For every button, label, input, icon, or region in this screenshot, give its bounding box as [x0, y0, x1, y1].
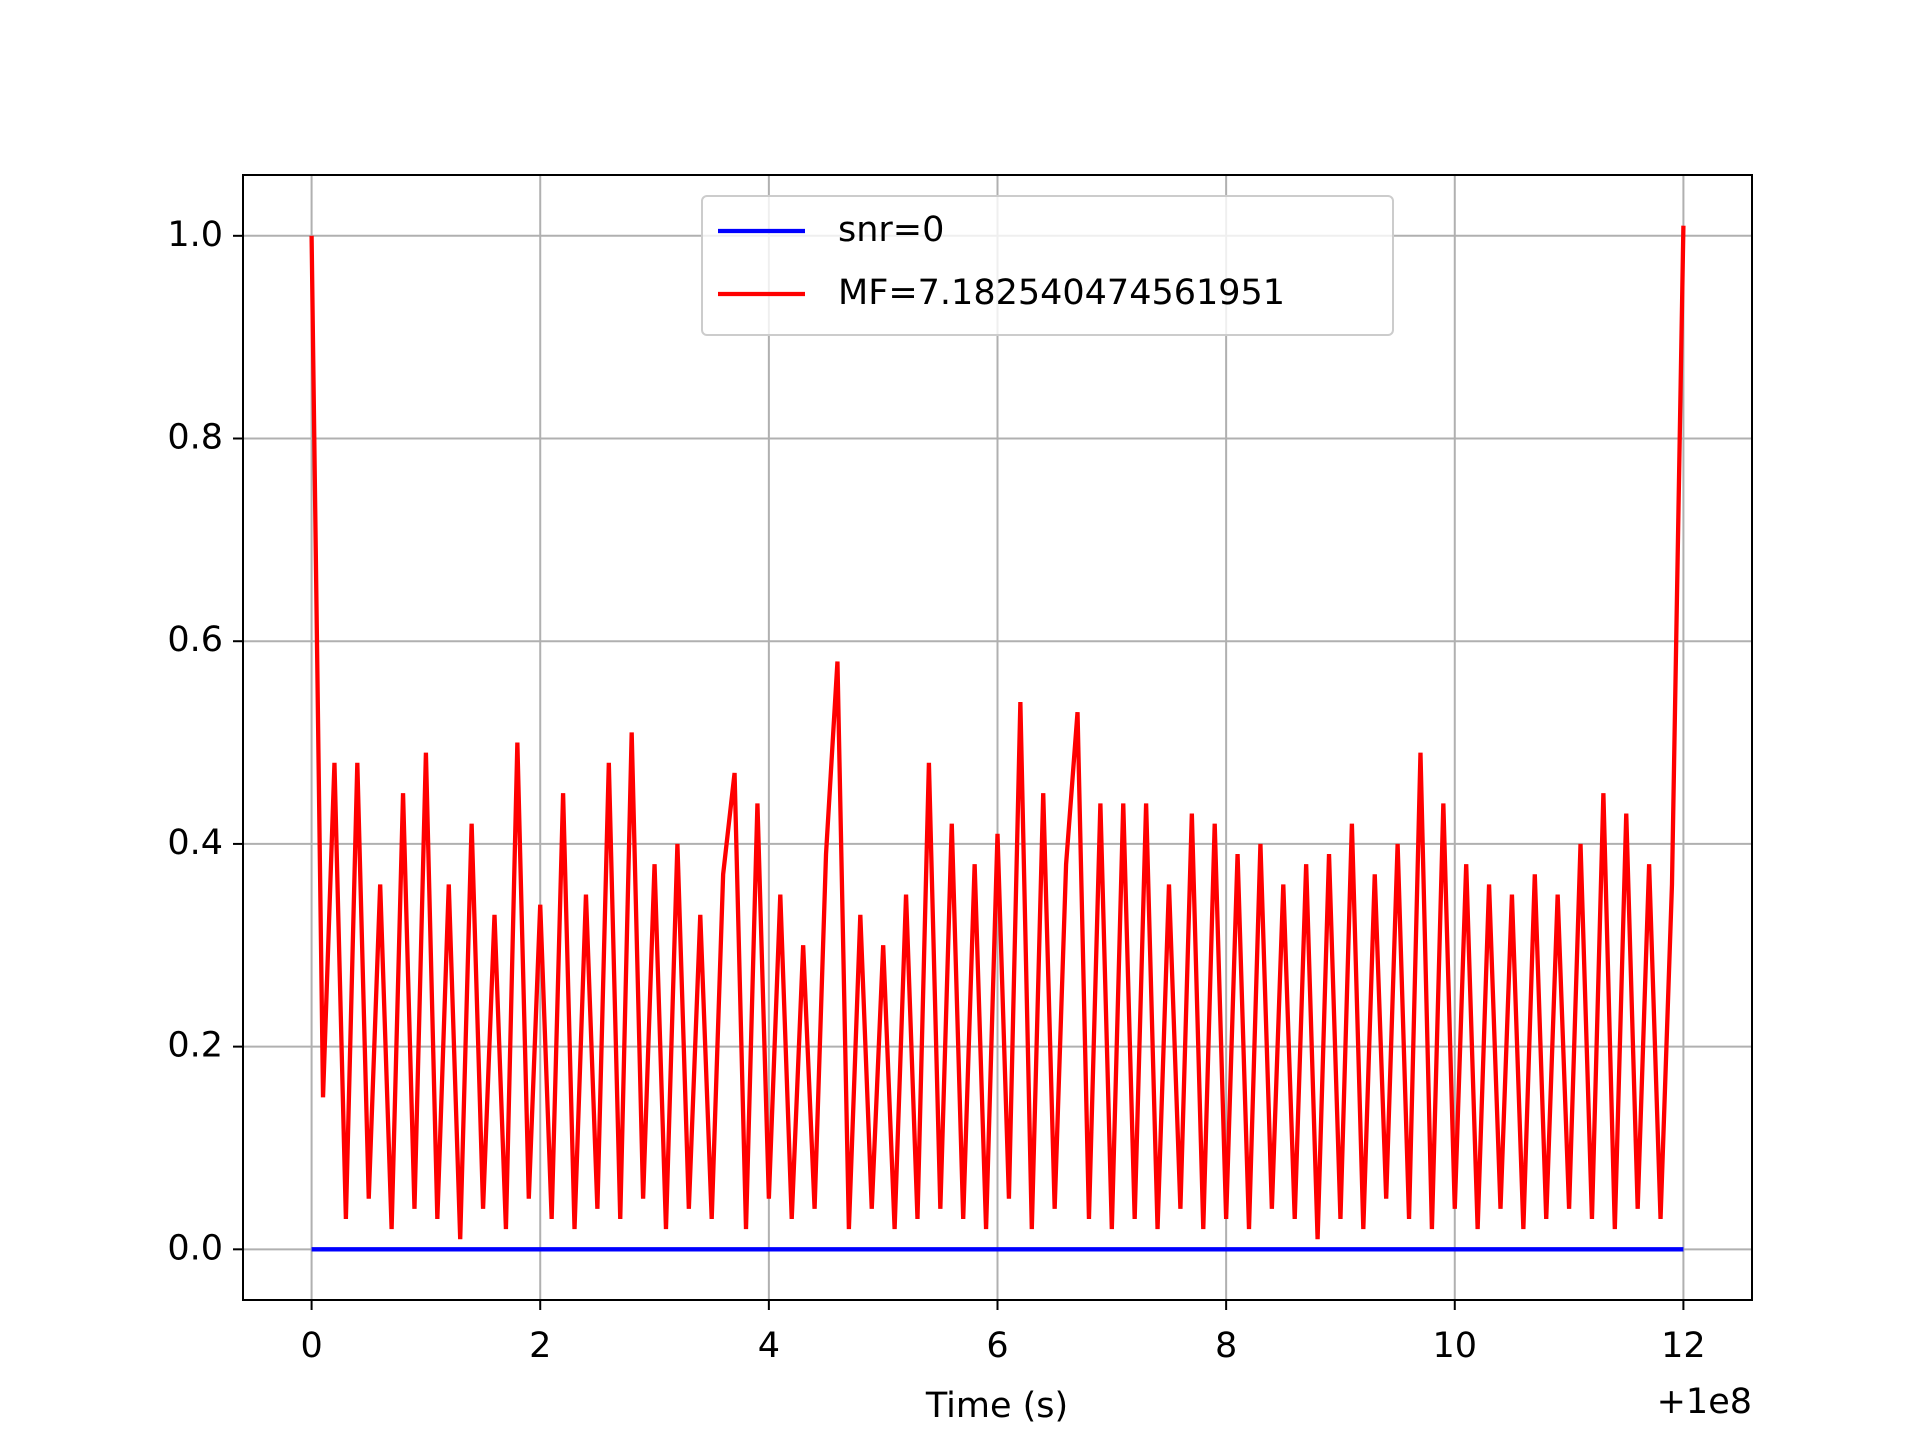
y-tick-label: 0.0: [167, 1228, 223, 1268]
x-offset-label: +1e8: [1657, 1382, 1752, 1422]
line-series: [309, 225, 1686, 1240]
y-tick-label: 0.2: [167, 1026, 223, 1066]
x-axis-label: Time (s): [925, 1386, 1068, 1426]
ticks: 0 2 4 6 8 10 12 0.0 0.2 0.4 0.6 0.8 1.0: [167, 215, 1705, 1366]
y-tick-label: 0.6: [167, 620, 223, 660]
x-tick-label: 8: [1215, 1326, 1237, 1366]
legend: snr=0 MF=7.182540474561951: [701, 195, 1394, 336]
legend-box: [701, 195, 1394, 336]
legend-label: snr=0: [838, 210, 944, 250]
y-tick-label: 0.8: [167, 418, 223, 458]
x-tick-label: 12: [1661, 1326, 1706, 1366]
plot-area: [309, 225, 1686, 1252]
y-tick-label: 0.4: [167, 823, 223, 863]
x-tick-label: 4: [758, 1326, 780, 1366]
legend-label: MF=7.182540474561951: [838, 273, 1285, 313]
x-tick-label: 0: [300, 1326, 322, 1366]
x-tick-label: 2: [529, 1326, 551, 1366]
x-tick-label: 10: [1432, 1326, 1477, 1366]
y-tick-label: 1.0: [167, 215, 223, 255]
x-tick-label: 6: [986, 1326, 1008, 1366]
